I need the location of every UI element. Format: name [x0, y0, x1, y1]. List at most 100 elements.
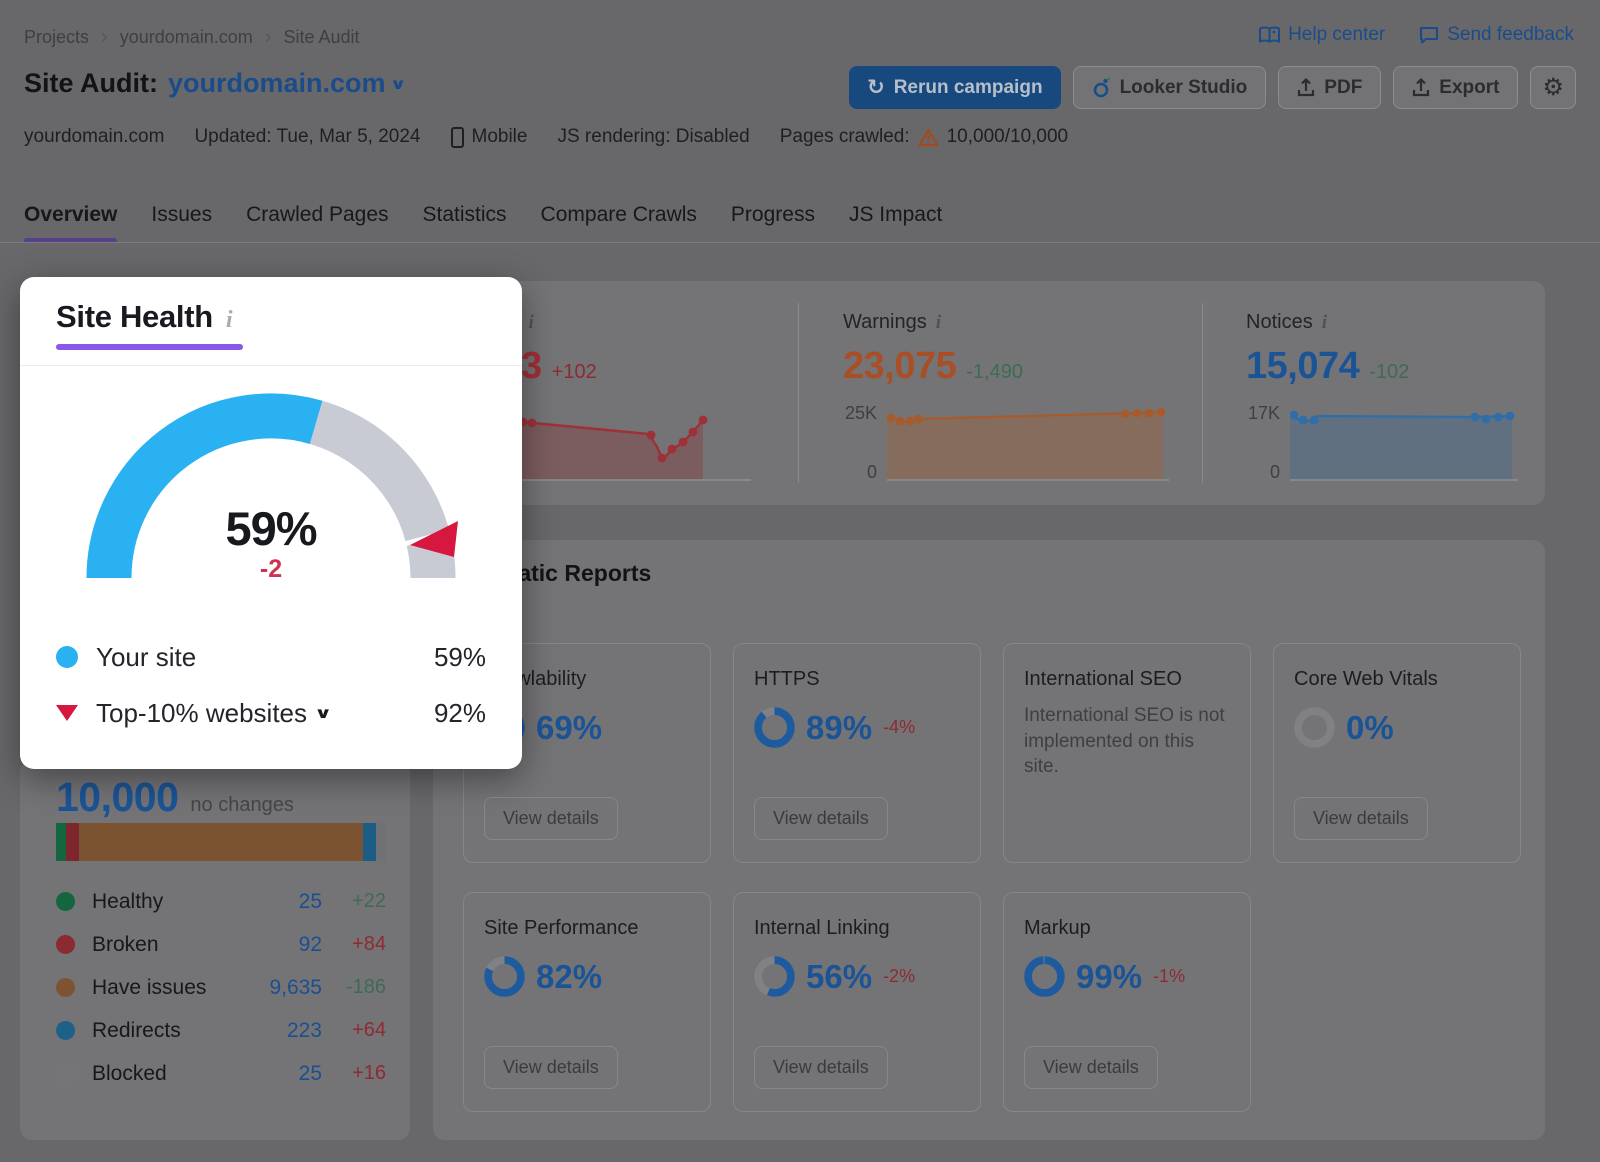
- issues-stats-panel: Errors i 3 +102 Warnings i 23,: [433, 281, 1545, 505]
- send-feedback-link[interactable]: Send feedback: [1419, 24, 1574, 46]
- pdf-button[interactable]: PDF: [1278, 66, 1382, 109]
- view-details-button[interactable]: View details: [1294, 797, 1428, 840]
- divider: [1202, 303, 1203, 483]
- legend-value: 92: [298, 932, 322, 956]
- warnings-section[interactable]: Warnings i 23,075 -1,490 25K 0: [798, 281, 1202, 505]
- crawled-pages-total: 10,000: [56, 774, 179, 820]
- meta-js-rendering: JS rendering: Disabled: [557, 126, 750, 147]
- project-selector[interactable]: yourdomain.com ∨: [168, 68, 406, 99]
- meta-pages-crawled: Pages crawled: 10,000/10,000: [780, 126, 1068, 148]
- view-details-button[interactable]: View details: [754, 1046, 888, 1089]
- markup-change: -1%: [1153, 966, 1186, 986]
- benchmark-selector[interactable]: Top-10% websites ∨: [96, 698, 416, 729]
- tab-overview[interactable]: Overview: [24, 203, 118, 243]
- notices-section[interactable]: Notices i 15,074 -102 17K 0: [1202, 281, 1545, 505]
- tab-bar: Overview Issues Crawled Pages Statistics…: [24, 203, 942, 243]
- view-details-button[interactable]: View details: [754, 797, 888, 840]
- notices-change: -102: [1369, 361, 1410, 383]
- bar-segment-have-issues[interactable]: [79, 823, 363, 861]
- internal-linking-title: Internal Linking: [754, 917, 890, 939]
- rerun-campaign-label: Rerun campaign: [893, 76, 1043, 98]
- international-seo-card: International SEO International SEO is n…: [1003, 643, 1251, 863]
- legend-row-your-site: Your site 59%: [56, 629, 486, 685]
- info-icon[interactable]: i: [225, 307, 233, 333]
- core-web-vitals-card[interactable]: Core Web Vitals 0% View details: [1273, 643, 1521, 863]
- looker-studio-label: Looker Studio: [1119, 76, 1248, 98]
- site-health-legend: Your site 59% Top-10% websites ∨ 92%: [56, 629, 486, 741]
- tab-issues[interactable]: Issues: [151, 203, 213, 226]
- campaign-meta: yourdomain.com Updated: Tue, Mar 5, 2024…: [24, 126, 1068, 148]
- breadcrumb-site-audit: Site Audit: [283, 27, 360, 47]
- site-performance-card[interactable]: Site Performance 82% View details: [463, 892, 711, 1112]
- bar-segment-redirects[interactable]: [363, 823, 376, 861]
- rerun-campaign-button[interactable]: ↻ Rerun campaign: [849, 66, 1061, 109]
- markup-card[interactable]: Markup 99% -1% View details: [1003, 892, 1251, 1112]
- legend-row-blocked[interactable]: Blocked 25 +16: [56, 1052, 386, 1095]
- axis-label-top: 25K: [844, 403, 877, 423]
- benchmark-label: Top-10% websites: [96, 697, 307, 728]
- https-ring: [754, 707, 795, 748]
- legend-row-benchmark: Top-10% websites ∨ 92%: [56, 685, 486, 741]
- crawlability-percent: 69%: [536, 708, 603, 746]
- legend-row-healthy[interactable]: Healthy 25 +22: [56, 880, 386, 923]
- bar-segment-healthy[interactable]: [56, 823, 66, 861]
- project-domain: yourdomain.com: [168, 68, 386, 98]
- divider: [798, 303, 799, 483]
- breadcrumb-projects[interactable]: Projects: [24, 27, 90, 47]
- legend-row-have-issues[interactable]: Have issues 9,635 -186: [56, 966, 386, 1009]
- upload-icon: [1298, 78, 1315, 97]
- view-details-button[interactable]: View details: [484, 797, 618, 840]
- internal-linking-card[interactable]: Internal Linking 56% -2% View details: [733, 892, 981, 1112]
- info-icon[interactable]: i: [935, 312, 942, 333]
- internal-linking-change: -2%: [883, 966, 916, 986]
- tab-compare-crawls[interactable]: Compare Crawls: [540, 203, 697, 226]
- benchmark-marker-icon: [410, 521, 458, 557]
- legend-label: Blocked: [92, 1061, 167, 1085]
- markup-title: Markup: [1024, 917, 1091, 939]
- tab-progress[interactable]: Progress: [730, 203, 815, 226]
- your-site-dot-icon: [56, 646, 78, 668]
- tab-statistics[interactable]: Statistics: [422, 203, 507, 226]
- legend-value: 9,635: [269, 975, 322, 999]
- your-site-value: 59%: [433, 641, 486, 672]
- bar-segment-blocked[interactable]: [376, 823, 386, 861]
- site-health-card: Site Health i 59% -2 Your site 59% Top-1…: [20, 277, 522, 769]
- info-icon[interactable]: i: [528, 312, 534, 333]
- your-site-label: Your site: [96, 641, 197, 672]
- export-button[interactable]: Export: [1393, 66, 1519, 109]
- site-performance-ring: [484, 956, 525, 997]
- help-center-label: Help center: [1288, 24, 1386, 45]
- international-seo-title: International SEO: [1024, 668, 1182, 690]
- blocked-dot-icon: [56, 1064, 75, 1083]
- legend-row-redirects[interactable]: Redirects 223 +64: [56, 1009, 386, 1052]
- settings-button[interactable]: ⚙: [1530, 66, 1576, 109]
- redirects-dot-icon: [56, 1021, 75, 1040]
- view-details-button[interactable]: View details: [1024, 1046, 1158, 1089]
- notices-trend-chart: [1290, 410, 1518, 481]
- bar-segment-broken[interactable]: [66, 823, 79, 861]
- top-links: Help center Send feedback: [1259, 24, 1574, 46]
- legend-row-broken[interactable]: Broken 92 +84: [56, 923, 386, 966]
- view-details-button[interactable]: View details: [484, 1046, 618, 1089]
- healthy-dot-icon: [56, 892, 75, 911]
- tab-js-impact[interactable]: JS Impact: [848, 203, 943, 226]
- legend-change: +22: [352, 890, 386, 912]
- crawled-pages-stacked-bar[interactable]: [56, 823, 394, 861]
- help-center-link[interactable]: Help center: [1259, 24, 1385, 46]
- looker-studio-button[interactable]: Looker Studio: [1072, 66, 1267, 109]
- benchmark-triangle-icon: [56, 705, 78, 721]
- legend-label: Have issues: [92, 975, 207, 999]
- info-icon[interactable]: i: [1321, 312, 1327, 333]
- tab-crawled-pages[interactable]: Crawled Pages: [246, 203, 389, 226]
- axis-label-bottom: 0: [1269, 462, 1280, 482]
- crawled-pages-change-note: no changes: [190, 794, 294, 816]
- site-health-gauge: [86, 393, 458, 579]
- axis-label-top: 17K: [1247, 403, 1280, 423]
- site-health-title: Site Health: [56, 299, 213, 334]
- breadcrumb-domain[interactable]: yourdomain.com: [119, 27, 253, 47]
- https-card[interactable]: HTTPS 89% -4% View details: [733, 643, 981, 863]
- crawled-pages-card: 10,000 no changes Healthy 25 +22 Broken …: [20, 760, 410, 1140]
- crawled-pages-legend: Healthy 25 +22 Broken 92 +84 Have issues…: [56, 880, 386, 1095]
- broken-dot-icon: [56, 935, 75, 954]
- errors-value: 3: [521, 345, 542, 387]
